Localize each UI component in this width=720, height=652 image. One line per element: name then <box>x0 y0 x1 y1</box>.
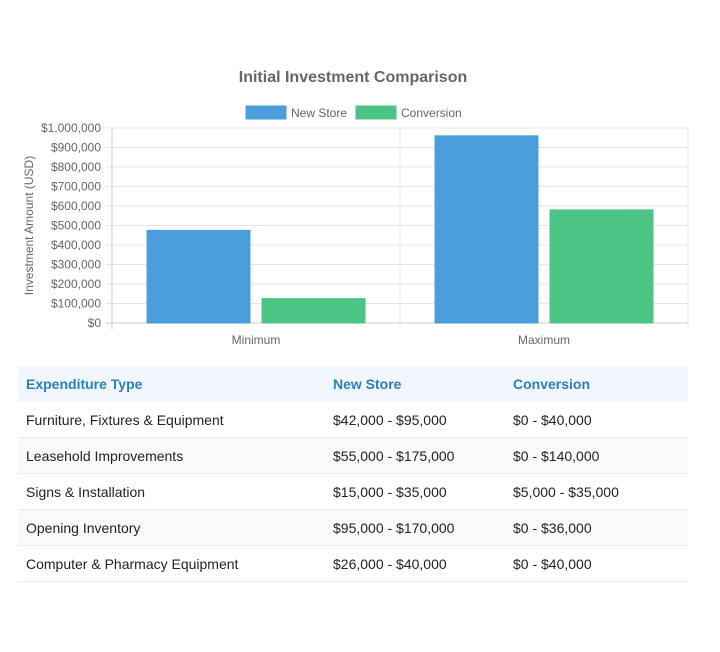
expenditure-type-cell: Signs & Installation <box>18 473 325 510</box>
x-tick-label: Maximum <box>518 333 570 347</box>
header-conversion: Conversion <box>505 366 688 402</box>
y-tick-label: $400,000 <box>51 238 101 252</box>
legend-label-1: New Store <box>291 106 347 120</box>
table-row: Opening Inventory $95,000 - $170,000 $0 … <box>18 509 688 546</box>
y-tick-label: $900,000 <box>51 141 101 155</box>
table-row: Leasehold Improvements $55,000 - $175,00… <box>18 437 688 474</box>
conversion-cell: $0 - $140,000 <box>505 437 688 474</box>
y-tick-label: $0 <box>88 316 102 330</box>
y-tick-label: $300,000 <box>51 258 101 272</box>
y-tick-label: $500,000 <box>51 219 101 233</box>
conversion-cell: $5,000 - $35,000 <box>505 473 688 510</box>
table-row: Computer & Pharmacy Equipment $26,000 - … <box>18 545 688 582</box>
bar-new-store-minimum <box>146 229 251 324</box>
investment-chart: Initial Investment Comparison New Store Co… <box>22 69 689 347</box>
legend-swatch-1 <box>245 105 287 120</box>
table-row: Signs & Installation $15,000 - $35,000 $… <box>18 473 688 510</box>
x-tick-label: Minimum <box>232 333 281 347</box>
header-new-store: New Store <box>325 366 505 402</box>
y-tick-label: $700,000 <box>51 180 101 194</box>
new-store-cell: $15,000 - $35,000 <box>325 473 505 510</box>
bar-new-store-maximum <box>434 135 539 324</box>
expenditure-type-cell: Computer & Pharmacy Equipment <box>18 545 325 582</box>
conversion-cell: $0 - $36,000 <box>505 509 688 546</box>
expenditure-type-cell: Opening Inventory <box>18 509 325 546</box>
y-tick-label: $200,000 <box>51 277 101 291</box>
new-store-cell: $55,000 - $175,000 <box>325 437 505 474</box>
new-store-cell: $26,000 - $40,000 <box>325 545 505 582</box>
header-expenditure-type: Expenditure Type <box>18 366 325 402</box>
conversion-cell: $0 - $40,000 <box>505 545 688 582</box>
table-row: Furniture, Fixtures & Equipment $42,000 … <box>18 402 688 438</box>
new-store-cell: $42,000 - $95,000 <box>325 402 505 438</box>
legend-label-2: Conversion <box>401 106 462 120</box>
expenditure-table-container: Expenditure Type New Store Conversion Fu… <box>18 366 688 582</box>
legend-swatch-2 <box>355 105 397 120</box>
y-tick-label: $800,000 <box>51 160 101 174</box>
y-tick-label: $100,000 <box>51 297 101 311</box>
chart-title: Initial Investment Comparison <box>239 69 467 86</box>
y-tick-label: $1,000,000 <box>41 121 101 135</box>
table-header-row: Expenditure Type New Store Conversion <box>18 366 688 402</box>
y-tick-label: $600,000 <box>51 199 101 213</box>
expenditure-type-cell: Furniture, Fixtures & Equipment <box>18 402 325 438</box>
y-axis-title: Investment Amount (USD) <box>22 156 36 295</box>
conversion-cell: $0 - $40,000 <box>505 402 688 438</box>
expenditure-table: Expenditure Type New Store Conversion Fu… <box>18 366 688 582</box>
new-store-cell: $95,000 - $170,000 <box>325 509 505 546</box>
bar-conversion-maximum <box>549 209 654 324</box>
bar-conversion-minimum <box>261 298 366 324</box>
bar-chart-svg: Initial Investment Comparison New Store Co… <box>22 69 689 347</box>
expenditure-type-cell: Leasehold Improvements <box>18 437 325 474</box>
